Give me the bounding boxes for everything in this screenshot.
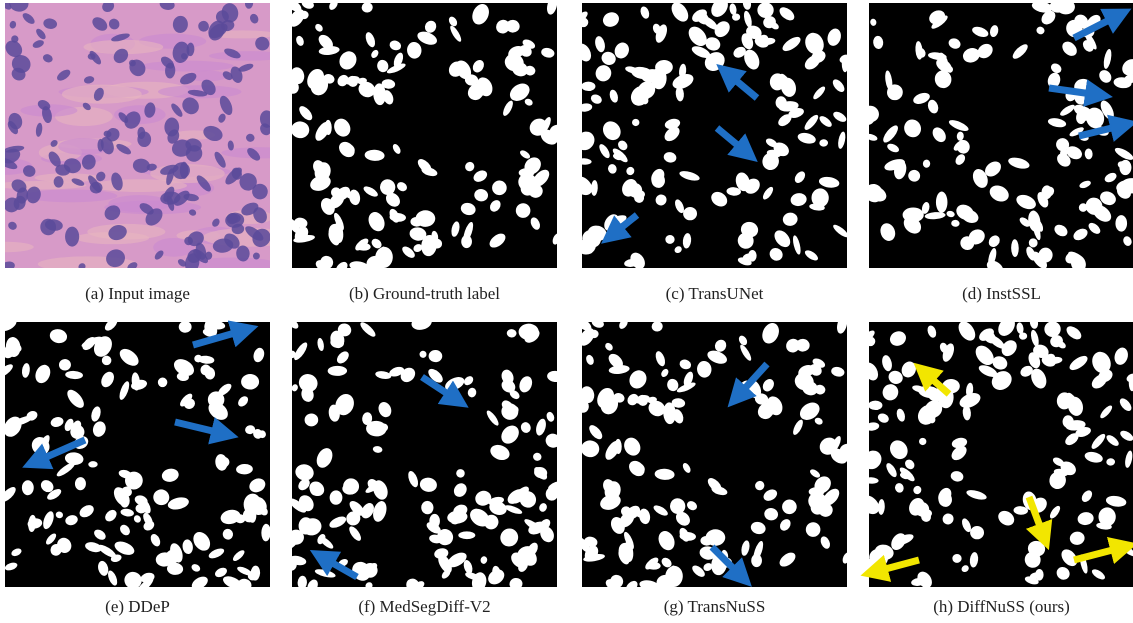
caption: (d) InstSSL (962, 284, 1041, 303)
panel (0, 0, 302, 275)
stroma (141, 61, 234, 72)
panel (0, 314, 271, 596)
nucleus (919, 438, 926, 445)
panel-image (0, 0, 302, 275)
caption: (f) MedSegDiff-V2 (358, 597, 490, 616)
nucleus (632, 119, 639, 126)
caption: (a) Input image (85, 284, 190, 303)
caption: (e) DDeP (105, 597, 170, 616)
panel (856, 314, 1133, 591)
panel-image (856, 314, 1133, 591)
panel (569, 0, 851, 272)
nucleus (241, 374, 259, 390)
stroma (221, 147, 302, 158)
nucleus (244, 494, 262, 516)
nucleus (705, 529, 725, 546)
nucleus (1115, 215, 1127, 232)
stroma (209, 51, 288, 61)
nucleus (65, 227, 79, 247)
panel (283, 314, 566, 595)
panel-image (283, 0, 567, 275)
caption: (b) Ground-truth label (349, 284, 500, 303)
panel-image (859, 0, 1133, 277)
figure: (a) Input image (b) Ground-truth label (c)… (0, 0, 1133, 623)
caption: (c) TransUNet (666, 284, 764, 303)
nucleus (936, 192, 948, 213)
caption: (g) TransNuSS (664, 597, 766, 616)
nucleus (970, 526, 984, 539)
panel (283, 0, 567, 275)
panel (859, 0, 1133, 277)
nucleus (415, 210, 435, 227)
nucleus (683, 207, 697, 220)
panel-image (0, 314, 271, 596)
nucleus (458, 531, 475, 539)
caption: (h) DiffNuSS (ours) (933, 597, 1070, 616)
panel-image (283, 314, 566, 595)
panel (573, 315, 857, 595)
